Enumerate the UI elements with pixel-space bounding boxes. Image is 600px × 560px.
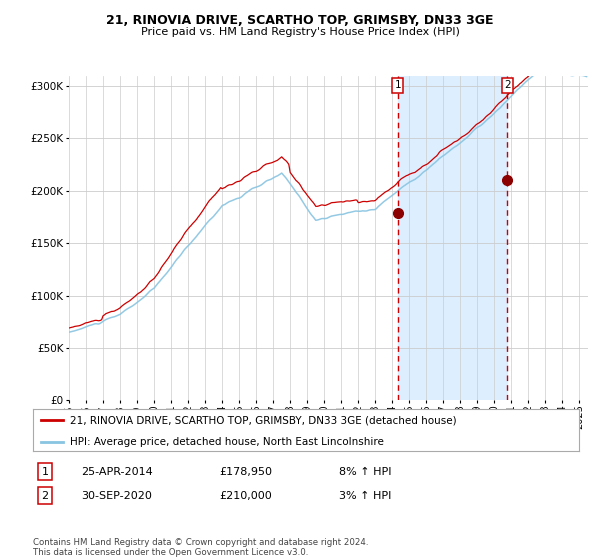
Text: HPI: Average price, detached house, North East Lincolnshire: HPI: Average price, detached house, Nort…	[70, 437, 384, 446]
Text: 2: 2	[41, 491, 49, 501]
Text: 21, RINOVIA DRIVE, SCARTHO TOP, GRIMSBY, DN33 3GE (detached house): 21, RINOVIA DRIVE, SCARTHO TOP, GRIMSBY,…	[70, 415, 457, 425]
Text: 1: 1	[41, 466, 49, 477]
Text: 30-SEP-2020: 30-SEP-2020	[81, 491, 152, 501]
Text: 8% ↑ HPI: 8% ↑ HPI	[339, 466, 391, 477]
Text: 25-APR-2014: 25-APR-2014	[81, 466, 153, 477]
Text: Price paid vs. HM Land Registry's House Price Index (HPI): Price paid vs. HM Land Registry's House …	[140, 27, 460, 37]
Text: £178,950: £178,950	[219, 466, 272, 477]
Text: 2: 2	[504, 81, 511, 91]
Text: £210,000: £210,000	[219, 491, 272, 501]
Text: 21, RINOVIA DRIVE, SCARTHO TOP, GRIMSBY, DN33 3GE: 21, RINOVIA DRIVE, SCARTHO TOP, GRIMSBY,…	[106, 14, 494, 27]
Bar	[398, 76, 507, 400]
Text: 3% ↑ HPI: 3% ↑ HPI	[339, 491, 391, 501]
Text: Contains HM Land Registry data © Crown copyright and database right 2024.
This d: Contains HM Land Registry data © Crown c…	[33, 538, 368, 557]
Text: 1: 1	[394, 81, 401, 91]
